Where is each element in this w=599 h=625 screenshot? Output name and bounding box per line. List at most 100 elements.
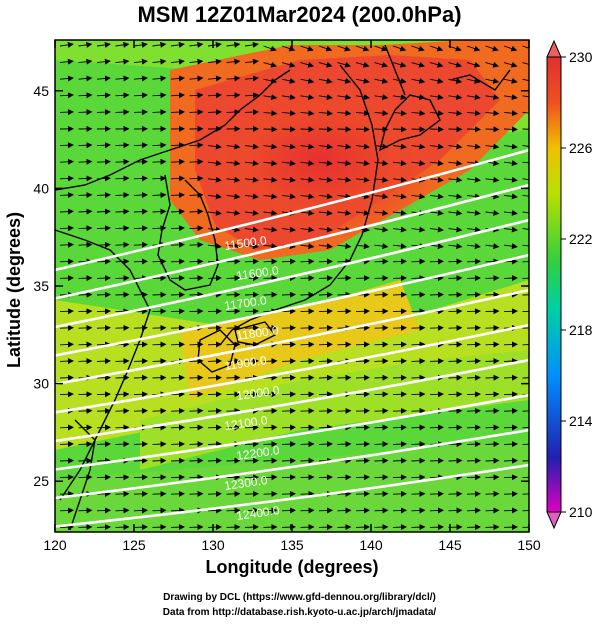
wind-arrow <box>485 94 500 100</box>
wind-arrow <box>448 193 463 200</box>
wind-arrow <box>429 291 444 298</box>
colorbar-min-arrow <box>546 511 562 530</box>
wind-arrow <box>152 142 167 149</box>
wind-arrow <box>374 457 389 464</box>
wind-arrow <box>374 358 389 365</box>
wind-arrow <box>485 126 500 133</box>
wind-arrow <box>207 341 222 348</box>
chart-title: MSM 12Z01Mar2024 (200.0hPa) <box>137 2 462 27</box>
wind-arrow <box>207 507 222 514</box>
wind-arrow <box>374 77 389 84</box>
wind-arrow <box>503 441 518 448</box>
wind-arrow <box>133 324 148 331</box>
x-axis-label: Longitude (degrees) <box>205 557 379 577</box>
wind-arrow <box>392 176 407 183</box>
wind-arrow <box>133 109 148 116</box>
wind-arrow <box>189 308 204 315</box>
wind-arrow <box>59 41 74 48</box>
wind-arrow <box>448 176 463 183</box>
wind-arrow <box>355 341 370 348</box>
wind-arrow <box>466 243 481 250</box>
wind-arrow <box>152 109 167 116</box>
colorbar-tick-label: 214 <box>569 413 593 429</box>
wind-arrow <box>485 424 500 431</box>
wind-arrow <box>226 524 241 531</box>
wind-arrow <box>429 160 444 167</box>
wind-arrow <box>392 77 407 84</box>
wind-arrow <box>466 324 481 331</box>
wind-arrow <box>96 490 111 497</box>
wind-arrow <box>59 441 74 448</box>
wind-arrow <box>96 324 111 331</box>
wind-arrow <box>152 291 167 298</box>
wind-arrow <box>300 341 315 348</box>
wind-arrow <box>189 225 204 232</box>
wind-arrow <box>337 160 352 167</box>
wind-arrow <box>448 126 463 133</box>
wind-arrow <box>355 160 370 167</box>
wind-arrow <box>226 258 241 265</box>
wind-arrow <box>374 507 389 514</box>
wind-arrow <box>318 374 333 381</box>
credit-data: Data from http://database.rish.kyoto-u.a… <box>162 607 437 618</box>
wind-arrow <box>207 324 222 331</box>
wind-arrow <box>244 391 259 398</box>
wind-arrow <box>133 208 148 215</box>
wind-arrow <box>244 358 259 365</box>
wind-arrow <box>96 457 111 464</box>
wind-arrow <box>59 142 74 149</box>
wind-arrow <box>411 226 426 233</box>
wind-arrow <box>337 209 352 216</box>
wind-arrow <box>78 192 93 198</box>
wind-arrow <box>78 391 93 398</box>
wind-arrow <box>374 126 389 133</box>
colorbar-tick-label: 230 <box>569 49 593 65</box>
wind-arrow <box>485 110 500 117</box>
wind-arrow <box>300 291 315 298</box>
wind-arrow <box>355 374 370 381</box>
coastline-sakhalin <box>384 44 406 96</box>
wind-arrow <box>207 209 222 216</box>
wind-arrow <box>448 308 463 315</box>
wind-arrow <box>503 160 518 167</box>
wind-arrow <box>263 176 278 183</box>
wind-arrow <box>448 258 463 265</box>
wind-arrow <box>281 291 296 298</box>
wind-arrow <box>466 176 481 183</box>
wind-arrow <box>152 92 167 99</box>
wind-arrow <box>115 374 130 381</box>
wind-arrow <box>115 58 130 65</box>
wind-arrow <box>244 143 259 150</box>
wind-arrow <box>374 226 389 233</box>
wind-arrow <box>485 77 500 84</box>
wind-arrow <box>133 58 148 65</box>
wind-arrow <box>355 275 370 282</box>
wind-arrow <box>59 109 74 116</box>
wind-arrow <box>226 457 241 464</box>
wind-arrow <box>355 209 370 216</box>
wind-arrow <box>244 457 259 464</box>
wind-arrow <box>226 391 241 398</box>
wind-arrow <box>503 457 518 464</box>
wind-arrow <box>448 291 463 298</box>
wind-arrow <box>170 457 185 464</box>
wind-arrow <box>244 243 259 250</box>
wind-arrow <box>133 175 148 182</box>
wind-arrow <box>411 324 426 331</box>
wind-arrow <box>244 308 259 315</box>
wind-arrow <box>152 490 167 497</box>
wind-arrow <box>337 341 352 348</box>
wind-arrow <box>244 507 259 514</box>
wind-arrow <box>485 441 500 448</box>
height-contour-line <box>55 183 529 300</box>
wind-arrow <box>355 110 370 117</box>
wind-arrow <box>96 175 111 182</box>
wind-arrow <box>374 374 389 381</box>
wind-arrow <box>170 291 185 298</box>
wind-arrow <box>318 407 333 414</box>
wind-arrow <box>244 490 259 497</box>
wind-arrow <box>318 94 333 100</box>
wind-arrow <box>189 75 204 82</box>
wind-arrow <box>485 324 500 331</box>
wind-arrow <box>448 391 463 398</box>
